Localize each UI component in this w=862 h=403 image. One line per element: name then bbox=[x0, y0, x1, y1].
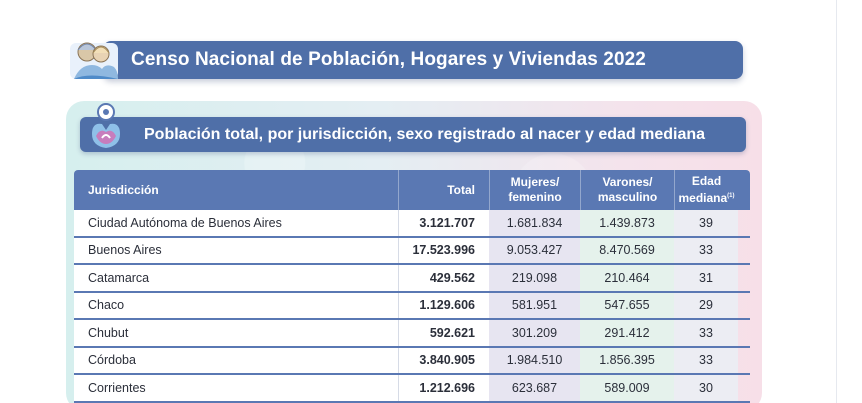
column-header-jurisdiccion: Jurisdicción bbox=[74, 170, 398, 210]
cell-varones: 1.856.395 bbox=[580, 347, 674, 373]
cell-jurisdiccion: Buenos Aires bbox=[74, 237, 398, 263]
section-title-banner: Población total, por jurisdicción, sexo … bbox=[80, 117, 746, 152]
cell-edad-mediana: 29 bbox=[674, 292, 738, 318]
cell-varones: 547.655 bbox=[580, 292, 674, 318]
cell-mujeres: 9.053.427 bbox=[489, 237, 580, 263]
cell-varones: 589.009 bbox=[580, 375, 674, 401]
cell-edad-mediana: 33 bbox=[674, 347, 738, 373]
column-label-line-1: Edad bbox=[691, 174, 722, 188]
cell-mujeres: 1.984.510 bbox=[489, 347, 580, 373]
census-title-banner: Censo Nacional de Población, Hogares y V… bbox=[103, 41, 743, 79]
cell-total: 1.212.696 bbox=[398, 375, 489, 401]
cell-total: 592.621 bbox=[398, 320, 489, 346]
column-label: Total bbox=[447, 182, 475, 197]
column-label: Varones/ masculino bbox=[598, 175, 657, 205]
cell-varones: 291.412 bbox=[580, 320, 674, 346]
footnote-marker: (1) bbox=[727, 193, 735, 199]
column-label: Edad mediana(1) bbox=[678, 174, 734, 206]
location-pin-icon bbox=[92, 103, 120, 148]
cell-varones: 8.470.569 bbox=[580, 237, 674, 263]
cell-edad-mediana: 39 bbox=[674, 210, 738, 236]
table-row: Ciudad Autónoma de Buenos Aires 3.121.707… bbox=[74, 210, 750, 238]
cell-edad-mediana: 30 bbox=[674, 375, 738, 401]
cell-total: 3.840.905 bbox=[398, 347, 489, 373]
page-edge-divider bbox=[836, 0, 837, 403]
column-header-varones: Varones/ masculino bbox=[580, 170, 674, 210]
cell-varones: 210.464 bbox=[580, 265, 674, 291]
column-label-line-2: masculino bbox=[597, 190, 658, 204]
table-row: Chubut 592.621 301.209 291.412 33 bbox=[74, 320, 750, 348]
table-header: Jurisdicción Total Mujeres/ femenino Var… bbox=[74, 170, 750, 210]
cell-edad-mediana: 33 bbox=[674, 320, 738, 346]
cell-total: 429.562 bbox=[398, 265, 489, 291]
cell-total: 3.121.707 bbox=[398, 210, 489, 236]
table-row: Catamarca 429.562 219.098 210.464 31 bbox=[74, 265, 750, 293]
cell-varones: 1.439.873 bbox=[580, 210, 674, 236]
table-body: Ciudad Autónoma de Buenos Aires 3.121.707… bbox=[74, 210, 750, 403]
cell-mujeres: 581.951 bbox=[489, 292, 580, 318]
cell-jurisdiccion: Corrientes bbox=[74, 375, 398, 401]
population-table: Jurisdicción Total Mujeres/ femenino Var… bbox=[74, 170, 750, 403]
cell-mujeres: 623.687 bbox=[489, 375, 580, 401]
table-row: Buenos Aires 17.523.996 9.053.427 8.470.569… bbox=[74, 237, 750, 265]
column-label: Jurisdicción bbox=[88, 182, 159, 197]
cell-jurisdiccion: Catamarca bbox=[74, 265, 398, 291]
column-header-total: Total bbox=[398, 170, 489, 210]
table-row: Corrientes 1.212.696 623.687 589.009 30 bbox=[74, 375, 750, 403]
column-header-edad-mediana: Edad mediana(1) bbox=[674, 170, 738, 210]
cell-mujeres: 219.098 bbox=[489, 265, 580, 291]
cell-total: 1.129.606 bbox=[398, 292, 489, 318]
column-label-line-2: femenino bbox=[508, 190, 562, 204]
cell-total: 17.523.996 bbox=[398, 237, 489, 263]
cell-jurisdiccion: Chaco bbox=[74, 292, 398, 318]
cell-edad-mediana: 33 bbox=[674, 237, 738, 263]
column-label-line-2: mediana bbox=[678, 191, 728, 205]
table-row: Córdoba 3.840.905 1.984.510 1.856.395 33 bbox=[74, 347, 750, 375]
column-label: Mujeres/ femenino bbox=[508, 175, 561, 205]
page-title: Censo Nacional de Población, Hogares y V… bbox=[131, 49, 646, 70]
census-people-icon bbox=[70, 42, 118, 79]
cell-jurisdiccion: Chubut bbox=[74, 320, 398, 346]
cell-jurisdiccion: Ciudad Autónoma de Buenos Aires bbox=[74, 210, 398, 236]
column-header-mujeres: Mujeres/ femenino bbox=[489, 170, 580, 210]
column-label-line-1: Mujeres/ bbox=[510, 175, 560, 189]
table-row: Chaco 1.129.606 581.951 547.655 29 bbox=[74, 292, 750, 320]
cell-jurisdiccion: Córdoba bbox=[74, 347, 398, 373]
cell-mujeres: 301.209 bbox=[489, 320, 580, 346]
cell-mujeres: 1.681.834 bbox=[489, 210, 580, 236]
section-title: Población total, por jurisdicción, sexo … bbox=[144, 125, 706, 143]
column-label-line-1: Varones/ bbox=[602, 175, 653, 189]
cell-edad-mediana: 31 bbox=[674, 265, 738, 291]
